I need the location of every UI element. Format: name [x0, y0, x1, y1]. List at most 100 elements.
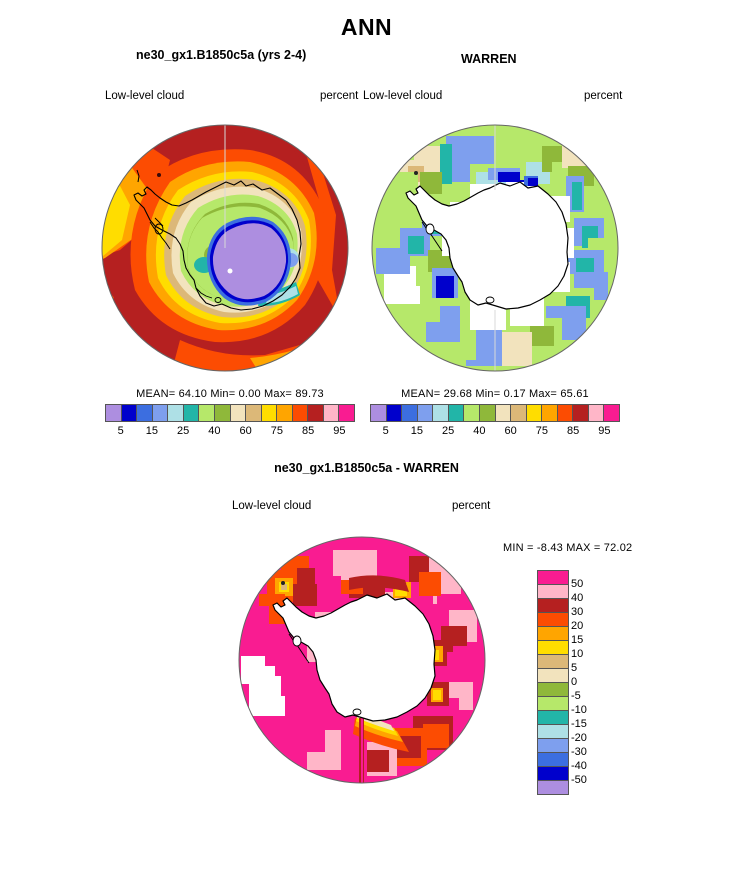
colorbar-swatch	[479, 405, 496, 421]
model-panel-title: ne30_gx1.B1850c5a (yrs 2-4)	[136, 48, 307, 62]
obs-stats: MEAN= 29.68 Min= 0.17 Max= 65.61	[401, 388, 589, 400]
obs-units-label: percent	[584, 90, 623, 102]
colorbar-swatch	[417, 405, 434, 421]
diff-variable-label: Low-level cloud	[232, 500, 312, 512]
colorbar-swatch	[538, 683, 568, 697]
colorbar-tick-label: 25	[177, 425, 190, 437]
colorbar-swatch	[121, 405, 138, 421]
colorbar-swatch	[538, 669, 568, 683]
obs-panel-title: WARREN	[461, 52, 517, 66]
colorbar-swatch	[246, 405, 262, 421]
colorbar-swatch	[199, 405, 215, 421]
colorbar-swatch	[538, 613, 568, 627]
model-colorbar-ticks: 5 15 25 40 60 75 85 95	[105, 425, 355, 441]
colorbar-swatch	[106, 405, 122, 421]
model-map	[100, 110, 350, 382]
colorbar-swatch	[495, 405, 512, 421]
colorbar-swatch	[573, 405, 589, 421]
colorbar-tick-label: 10	[571, 648, 584, 660]
colorbar-swatch	[538, 781, 568, 794]
colorbar-tick-label: -5	[571, 690, 581, 702]
colorbar-swatch	[538, 767, 568, 781]
colorbar-tick-label: 5	[571, 662, 578, 674]
model-variable-label: Low-level cloud	[105, 90, 185, 102]
colorbar-tick-label: 60	[504, 425, 517, 437]
colorbar-swatch	[538, 599, 568, 613]
diff-colorbar	[537, 570, 569, 795]
colorbar-swatch	[538, 697, 568, 711]
obs-colorbar-ticks: 5 15 25 40 60 75 85 95	[370, 425, 620, 441]
colorbar-tick-label: 85	[302, 425, 315, 437]
colorbar-swatch	[292, 405, 309, 421]
colorbar-swatch	[542, 405, 558, 421]
diff-stats: MIN = -8.43 MAX = 72.02	[503, 542, 633, 554]
colorbar-tick-label: -50	[571, 774, 587, 786]
colorbar-swatch	[371, 405, 387, 421]
colorbar-swatch	[308, 405, 324, 421]
colorbar-swatch	[214, 405, 231, 421]
colorbar-swatch	[604, 405, 619, 421]
colorbar-swatch	[511, 405, 527, 421]
diff-map	[237, 522, 487, 794]
colorbar-tick-label: 75	[535, 425, 548, 437]
colorbar-swatch	[538, 739, 568, 753]
colorbar-swatch	[183, 405, 200, 421]
colorbar-swatch	[137, 405, 153, 421]
colorbar-swatch	[538, 627, 568, 641]
colorbar-swatch	[538, 725, 568, 739]
obs-colorbar	[370, 404, 620, 422]
colorbar-swatch	[588, 405, 605, 421]
colorbar-tick-label: -20	[571, 732, 587, 744]
colorbar-swatch	[386, 405, 403, 421]
colorbar-swatch	[230, 405, 247, 421]
colorbar-tick-label: -30	[571, 746, 587, 758]
colorbar-swatch	[402, 405, 418, 421]
colorbar-swatch	[277, 405, 293, 421]
colorbar-tick-label: 95	[598, 425, 611, 437]
colorbar-tick-label: 50	[571, 578, 584, 590]
colorbar-tick-label: 15	[571, 634, 584, 646]
colorbar-tick-label: 20	[571, 620, 584, 632]
colorbar-tick-label: 60	[239, 425, 252, 437]
colorbar-swatch	[448, 405, 465, 421]
colorbar-swatch	[339, 405, 354, 421]
model-units-label: percent	[320, 90, 359, 102]
colorbar-tick-label: 40	[571, 592, 584, 604]
colorbar-tick-label: 40	[473, 425, 486, 437]
colorbar-swatch	[464, 405, 480, 421]
colorbar-tick-label: 5	[117, 425, 124, 437]
colorbar-swatch	[152, 405, 169, 421]
colorbar-tick-label: 75	[270, 425, 283, 437]
colorbar-swatch	[323, 405, 340, 421]
colorbar-tick-label: 85	[567, 425, 580, 437]
colorbar-swatch	[538, 585, 568, 599]
colorbar-swatch	[433, 405, 449, 421]
colorbar-swatch	[526, 405, 543, 421]
colorbar-tick-label: -15	[571, 718, 587, 730]
colorbar-swatch	[557, 405, 574, 421]
colorbar-tick-label: 30	[571, 606, 584, 618]
colorbar-tick-label: 15	[410, 425, 423, 437]
colorbar-swatch	[538, 641, 568, 655]
colorbar-swatch	[538, 711, 568, 725]
colorbar-swatch	[168, 405, 184, 421]
colorbar-tick-label: 15	[145, 425, 158, 437]
colorbar-tick-label: 5	[382, 425, 389, 437]
colorbar-tick-label: 95	[333, 425, 346, 437]
figure-main-title: ANN	[340, 14, 393, 40]
model-colorbar	[105, 404, 355, 422]
colorbar-tick-label: 40	[208, 425, 221, 437]
colorbar-swatch	[538, 571, 568, 585]
colorbar-tick-label: 25	[442, 425, 455, 437]
colorbar-swatch	[538, 655, 568, 669]
obs-variable-label: Low-level cloud	[363, 90, 443, 102]
colorbar-tick-label: 0	[571, 676, 578, 688]
colorbar-swatch	[538, 753, 568, 767]
colorbar-swatch	[261, 405, 278, 421]
colorbar-tick-label: -40	[571, 760, 587, 772]
diff-units-label: percent	[452, 500, 491, 512]
model-stats: MEAN= 64.10 Min= 0.00 Max= 89.73	[136, 388, 324, 400]
diff-panel-title: ne30_gx1.B1850c5a - WARREN	[274, 461, 459, 475]
obs-map	[370, 110, 620, 382]
colorbar-tick-label: -10	[571, 704, 587, 716]
